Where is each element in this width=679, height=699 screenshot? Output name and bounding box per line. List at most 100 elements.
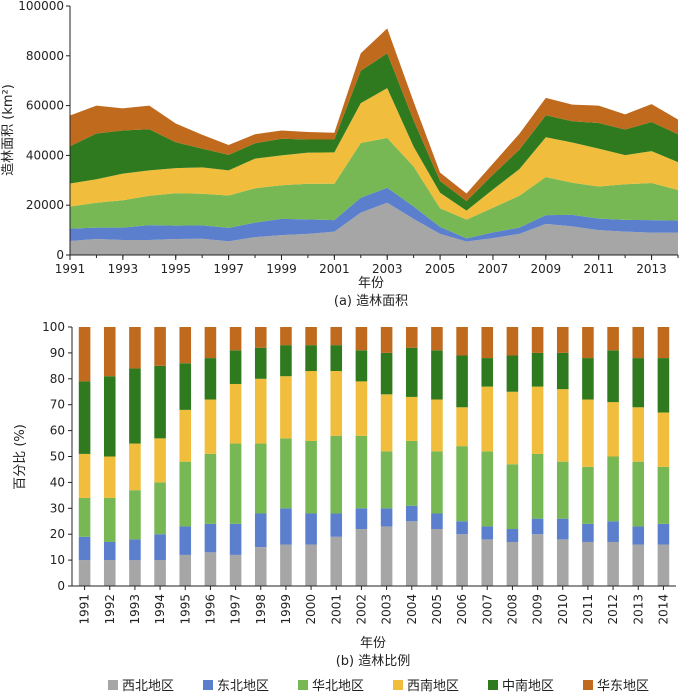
area-x-tick-label: 2005 — [425, 262, 456, 276]
bar-segment — [431, 513, 443, 530]
bar-segment — [330, 345, 343, 372]
bar-segment — [179, 363, 192, 410]
area-chart-caption: (a) 造林面积 — [334, 294, 408, 309]
bar-segment — [78, 453, 91, 498]
area-chart-axes: 0 20000 40000 60000 80000 100000 1991 1993 1995 1… — [18, 0, 679, 276]
bar-segment — [607, 327, 619, 351]
bar-segment — [280, 327, 292, 346]
bar-segment — [154, 438, 166, 483]
bar-segment — [657, 412, 670, 467]
bar-segment — [129, 539, 141, 561]
bar-segment — [431, 350, 443, 400]
bar-segment — [78, 560, 91, 586]
bar-segment — [179, 526, 192, 555]
legend-label: 中南地区 — [502, 678, 554, 694]
bar-segment — [103, 376, 116, 457]
area-y-tick-label: 60000 — [26, 99, 64, 113]
bar-segment — [456, 355, 468, 408]
bar-segment — [254, 547, 267, 586]
bar-segment — [380, 327, 393, 353]
bar-x-tick-label: 1991 — [78, 594, 92, 625]
bar-segment — [657, 358, 670, 413]
bar-chart-y-axis-label: 百分比 (%) — [13, 424, 28, 490]
bar-segment — [129, 490, 141, 540]
bar-segment — [531, 327, 544, 353]
bar-x-tick-label: 2004 — [405, 594, 419, 625]
bar-segment — [431, 451, 443, 514]
bar-segment — [431, 529, 443, 586]
bar-segment — [556, 352, 569, 390]
bar-segment — [456, 327, 468, 356]
bar-segment — [154, 560, 166, 586]
bar-x-tick-label: 1993 — [128, 594, 142, 625]
bar-y-tick-label: 90 — [50, 346, 65, 360]
bar-segment — [254, 513, 267, 548]
bar-y-tick-label: 30 — [50, 501, 65, 515]
bar-segment — [154, 327, 166, 366]
bar-segment — [355, 327, 368, 351]
bar-segment — [355, 381, 368, 436]
bar-x-tick-label: 2010 — [556, 594, 570, 625]
area-x-tick-label: 2011 — [583, 262, 614, 276]
legend-swatch — [583, 680, 593, 690]
bar-segment — [204, 327, 217, 359]
bar-segment — [632, 358, 645, 408]
area-y-tick-label: 80000 — [26, 49, 64, 63]
bar-segment — [531, 534, 544, 586]
bar-segment — [657, 523, 670, 545]
bar-segment — [632, 461, 645, 527]
bar-segment — [229, 327, 242, 351]
bar-segment — [330, 371, 343, 436]
bar-chart-axes: 1991 1992 1993 1994 1995 1996 1997 1998 1999 2000… — [42, 320, 676, 625]
bar-segment — [405, 396, 418, 441]
bar-segment — [129, 560, 141, 586]
bar-segment — [380, 451, 393, 509]
bar-segment — [204, 399, 217, 454]
bar-segment — [431, 399, 443, 452]
bar-segment — [405, 327, 418, 348]
bar-segment — [556, 461, 569, 519]
bar-x-tick-label: 2006 — [455, 594, 469, 625]
bar-segment — [330, 513, 343, 537]
bar-x-tick-label: 2000 — [304, 594, 318, 625]
bar-segment — [330, 536, 343, 586]
bar-y-tick-label: 50 — [50, 450, 65, 464]
legend-label: 东北地区 — [217, 679, 269, 694]
bar-segment — [556, 327, 569, 353]
legend-swatch — [393, 680, 403, 690]
bar-series-group — [78, 327, 670, 586]
bar-segment — [506, 529, 519, 542]
area-y-tick-label: 20000 — [26, 198, 64, 212]
bar-segment — [280, 508, 292, 545]
bar-segment — [103, 497, 116, 542]
bar-segment — [330, 435, 343, 514]
bar-x-tick-label: 1999 — [279, 594, 293, 625]
bar-segment — [431, 327, 443, 351]
bar-segment — [330, 327, 343, 346]
bar-segment — [355, 529, 368, 586]
area-x-tick-label: 1999 — [266, 262, 297, 276]
bar-segment — [280, 376, 292, 439]
legend-swatch — [298, 680, 308, 690]
bar-x-tick-label: 1992 — [103, 594, 117, 625]
legend-label: 华东地区 — [597, 679, 649, 694]
legend: 西北地区 东北地区 华北地区 西南地区 中南地区 华东地区 — [108, 678, 649, 694]
bar-x-tick-label: 1997 — [229, 594, 243, 625]
bar-segment — [355, 508, 368, 530]
bar-segment — [103, 327, 116, 377]
bar-segment — [229, 554, 242, 586]
bar-x-tick-label: 1998 — [254, 594, 268, 625]
bar-segment — [607, 521, 619, 542]
area-x-tick-label: 1993 — [108, 262, 139, 276]
bar-segment — [179, 461, 192, 527]
bar-y-tick-label: 10 — [50, 553, 65, 567]
bar-segment — [481, 451, 494, 527]
area-series-5 — [70, 28, 678, 201]
bar-segment — [531, 453, 544, 519]
legend-label: 西北地区 — [122, 679, 174, 694]
bar-segment — [254, 443, 267, 514]
bar-segment — [456, 446, 468, 522]
legend-swatch — [108, 680, 118, 690]
bar-segment — [582, 327, 594, 359]
area-y-tick-label: 40000 — [26, 148, 64, 162]
